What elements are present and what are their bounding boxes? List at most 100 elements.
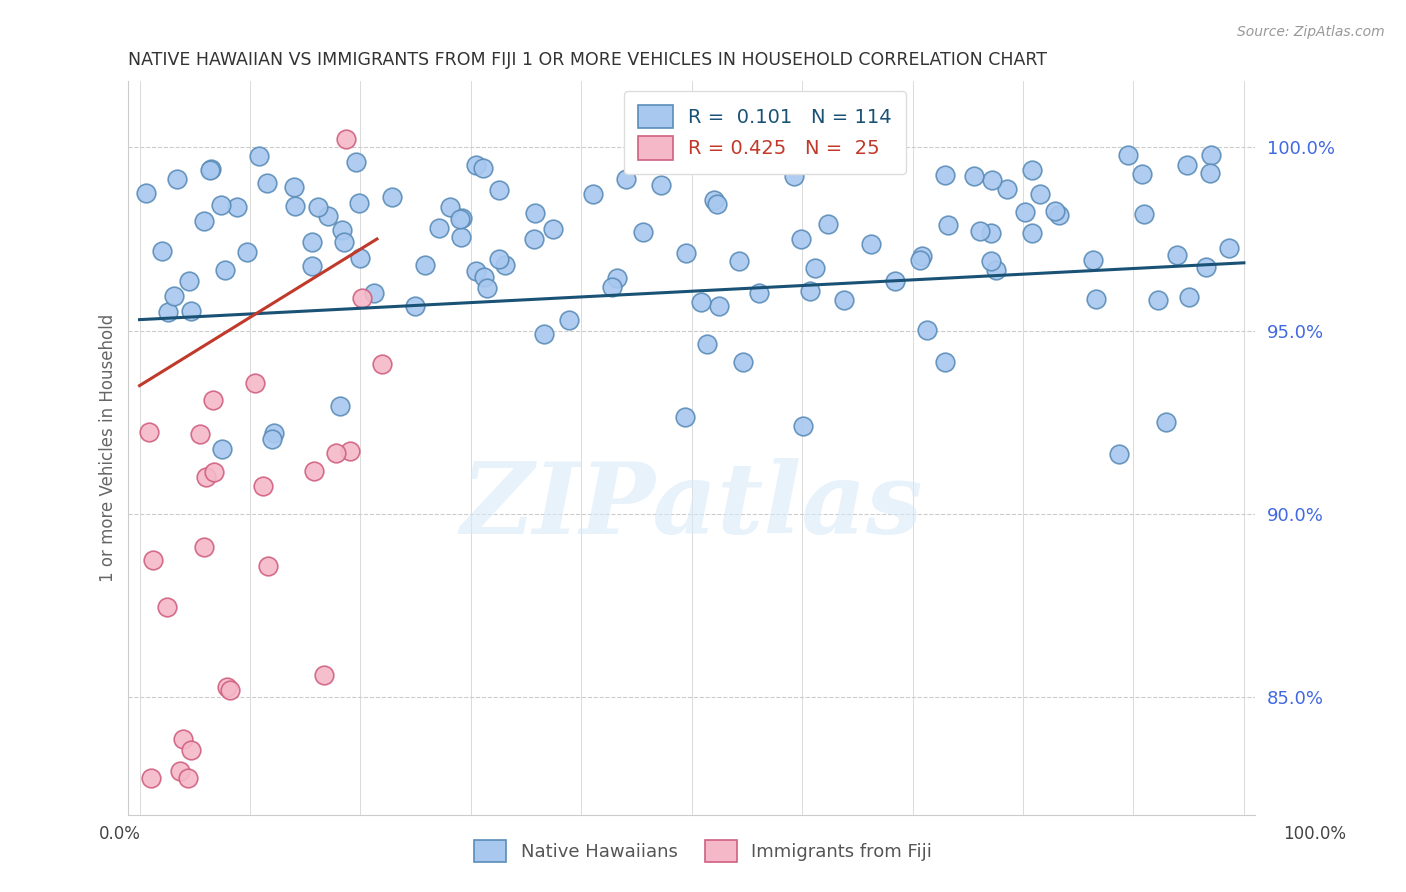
Point — [606, 271, 628, 285]
Point — [1130, 167, 1153, 181]
Point — [963, 169, 986, 183]
Point — [915, 323, 938, 337]
Point — [558, 313, 581, 327]
Point — [980, 226, 1002, 240]
Point — [217, 680, 239, 694]
Point — [1116, 147, 1139, 161]
Point — [980, 254, 1002, 268]
Point — [135, 186, 157, 200]
Point — [243, 376, 266, 390]
Point — [347, 196, 370, 211]
Point — [792, 419, 814, 434]
Point — [329, 399, 352, 413]
Point — [211, 442, 233, 457]
Point — [202, 465, 225, 479]
Point — [494, 259, 516, 273]
Point — [728, 254, 751, 268]
Point — [472, 161, 495, 175]
Point — [352, 291, 374, 305]
Point — [169, 764, 191, 779]
Point — [363, 286, 385, 301]
Point — [1085, 292, 1108, 306]
Point — [799, 284, 821, 298]
Point — [156, 599, 179, 614]
Point — [316, 209, 339, 223]
Point — [1146, 293, 1168, 307]
Point — [142, 553, 165, 567]
Point — [673, 409, 696, 424]
Point — [1218, 241, 1240, 255]
Point — [139, 771, 162, 785]
Point — [464, 264, 486, 278]
Point — [193, 214, 215, 228]
Point — [614, 172, 637, 186]
Point — [472, 269, 495, 284]
Point — [413, 258, 436, 272]
Point — [910, 249, 932, 263]
Point — [166, 172, 188, 186]
Point — [198, 163, 221, 178]
Point — [817, 217, 839, 231]
Point — [934, 355, 956, 369]
Point — [783, 169, 806, 183]
Point — [263, 426, 285, 441]
Point — [214, 263, 236, 277]
Point — [690, 295, 713, 310]
Point — [200, 161, 222, 176]
Point — [284, 199, 307, 213]
Point — [675, 245, 697, 260]
Point — [180, 304, 202, 318]
Point — [450, 229, 472, 244]
Text: Source: ZipAtlas.com: Source: ZipAtlas.com — [1237, 25, 1385, 39]
Point — [209, 198, 232, 212]
Text: ZIPatlas: ZIPatlas — [461, 458, 922, 555]
Point — [188, 427, 211, 442]
Point — [439, 200, 461, 214]
Point — [1166, 248, 1188, 262]
Point — [831, 150, 853, 164]
Point — [934, 168, 956, 182]
Point — [748, 285, 770, 300]
Point — [600, 279, 623, 293]
Text: 100.0%: 100.0% — [1284, 825, 1346, 843]
Point — [332, 235, 354, 250]
Point — [344, 155, 367, 169]
Legend: Native Hawaiians, Immigrants from Fiji: Native Hawaiians, Immigrants from Fiji — [467, 833, 939, 870]
Point — [488, 184, 510, 198]
Point — [1177, 158, 1199, 172]
Point — [936, 218, 959, 232]
Point — [219, 682, 242, 697]
Point — [236, 245, 259, 260]
Point — [256, 176, 278, 190]
Point — [789, 150, 811, 164]
Point — [631, 225, 654, 239]
Point — [789, 232, 811, 246]
Text: 0.0%: 0.0% — [98, 825, 141, 843]
Point — [696, 336, 718, 351]
Y-axis label: 1 or more Vehicles in Household: 1 or more Vehicles in Household — [100, 314, 117, 582]
Point — [1043, 204, 1066, 219]
Point — [1021, 227, 1043, 241]
Point — [804, 261, 827, 276]
Legend: R =  0.101   N = 114, R = 0.425   N =  25: R = 0.101 N = 114, R = 0.425 N = 25 — [624, 91, 905, 174]
Point — [908, 252, 931, 267]
Point — [1195, 260, 1218, 275]
Point — [1154, 415, 1177, 429]
Point — [301, 235, 323, 250]
Point — [984, 262, 1007, 277]
Point — [1021, 162, 1043, 177]
Point — [371, 357, 394, 371]
Point — [325, 446, 347, 460]
Point — [150, 244, 173, 258]
Point — [1178, 290, 1201, 304]
Point — [582, 186, 605, 201]
Point — [247, 149, 270, 163]
Point — [533, 326, 555, 341]
Point — [260, 432, 283, 446]
Point — [1199, 148, 1222, 162]
Point — [330, 223, 353, 237]
Point — [314, 668, 336, 682]
Point — [195, 470, 218, 484]
Point — [541, 221, 564, 235]
Point — [180, 743, 202, 757]
